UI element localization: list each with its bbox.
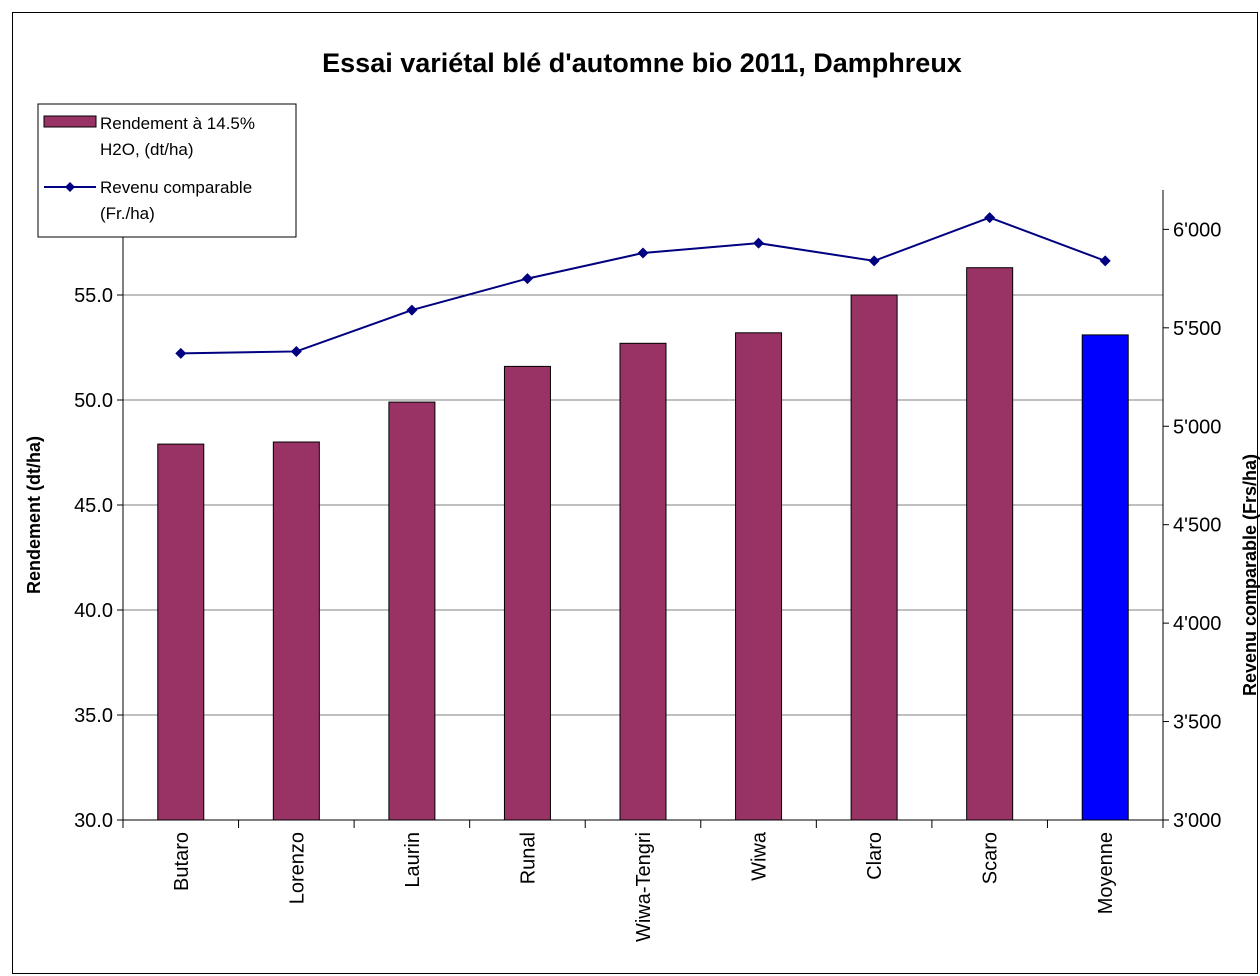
bar-series	[157, 267, 1129, 821]
revenue-marker-claro	[868, 255, 880, 267]
left-tick-label: 35.0	[74, 705, 113, 727]
category-label: Butaro	[171, 832, 193, 891]
legend-label-line-line2: (Fr./ha)	[100, 204, 155, 223]
y-left-axis-title: Rendement (dt/ha)	[24, 436, 44, 594]
category-label: Lorenzo	[286, 832, 308, 904]
category-label: Wiwa-Tengri	[633, 832, 655, 942]
revenue-marker-butaro	[175, 347, 187, 359]
axes	[117, 190, 1169, 828]
category-label: Scaro	[980, 832, 1002, 884]
bar-runal	[503, 365, 551, 821]
legend-swatch-bar	[43, 115, 97, 128]
bar-wiwa	[735, 332, 783, 821]
right-tick-label: 5'000	[1173, 416, 1221, 438]
left-tick-label: 30.0	[74, 810, 113, 832]
revenue-marker-wiwa-tengri	[637, 247, 649, 259]
right-tick-label: 6'000	[1173, 219, 1221, 241]
revenue-marker-laurin	[406, 304, 418, 316]
left-tick-label: 45.0	[74, 495, 113, 517]
bar-laurin	[388, 401, 436, 821]
right-tick-label: 3'000	[1173, 810, 1221, 832]
chart-title: Essai variétal blé d'automne bio 2011, D…	[322, 48, 962, 78]
left-tick-label: 50.0	[74, 390, 113, 412]
legend-label-line-line1: Revenu comparable	[100, 178, 252, 197]
right-tick-label: 4'500	[1173, 515, 1221, 537]
line-series	[175, 212, 1111, 359]
legend: Rendement à 14.5% H2O, (dt/ha) Revenu co…	[37, 103, 297, 238]
y-right-axis-title: Revenu comparable (Frs/ha)	[1240, 454, 1260, 696]
left-tick-label: 40.0	[74, 600, 113, 622]
left-tick-label: 55.0	[74, 285, 113, 307]
axis-labels: 30.0 35.0 40.0 45.0 50.0 55.0 3'000 3'500 4'000 4…	[24, 219, 1260, 942]
revenue-marker-lorenzo	[290, 345, 302, 357]
category-label: Runal	[517, 832, 539, 884]
bar-lorenzo	[272, 441, 320, 821]
bar-scaro	[966, 267, 1014, 821]
category-label: Laurin	[402, 832, 424, 888]
category-label: Moyenne	[1095, 832, 1117, 914]
revenue-marker-scaro	[984, 212, 996, 224]
revenue-marker-wiwa	[753, 237, 765, 249]
category-label: Claro	[864, 832, 886, 880]
bar-moyenne	[1081, 334, 1129, 821]
legend-diamond-marker	[65, 182, 75, 192]
category-label: Wiwa	[749, 831, 771, 881]
legend-label-bar-line1: Rendement à 14.5%	[100, 114, 255, 133]
bar-butaro	[157, 443, 205, 821]
right-tick-label: 4'000	[1173, 613, 1221, 635]
right-tick-label: 3'500	[1173, 712, 1221, 734]
legend-label-bar-line2: H2O, (dt/ha)	[100, 140, 194, 159]
bar-claro	[850, 294, 898, 821]
right-tick-label: 5'500	[1173, 318, 1221, 340]
bar-wiwa-tengri	[619, 342, 667, 821]
revenue-marker-runal	[521, 273, 533, 285]
revenue-marker-moyenne	[1099, 255, 1111, 267]
